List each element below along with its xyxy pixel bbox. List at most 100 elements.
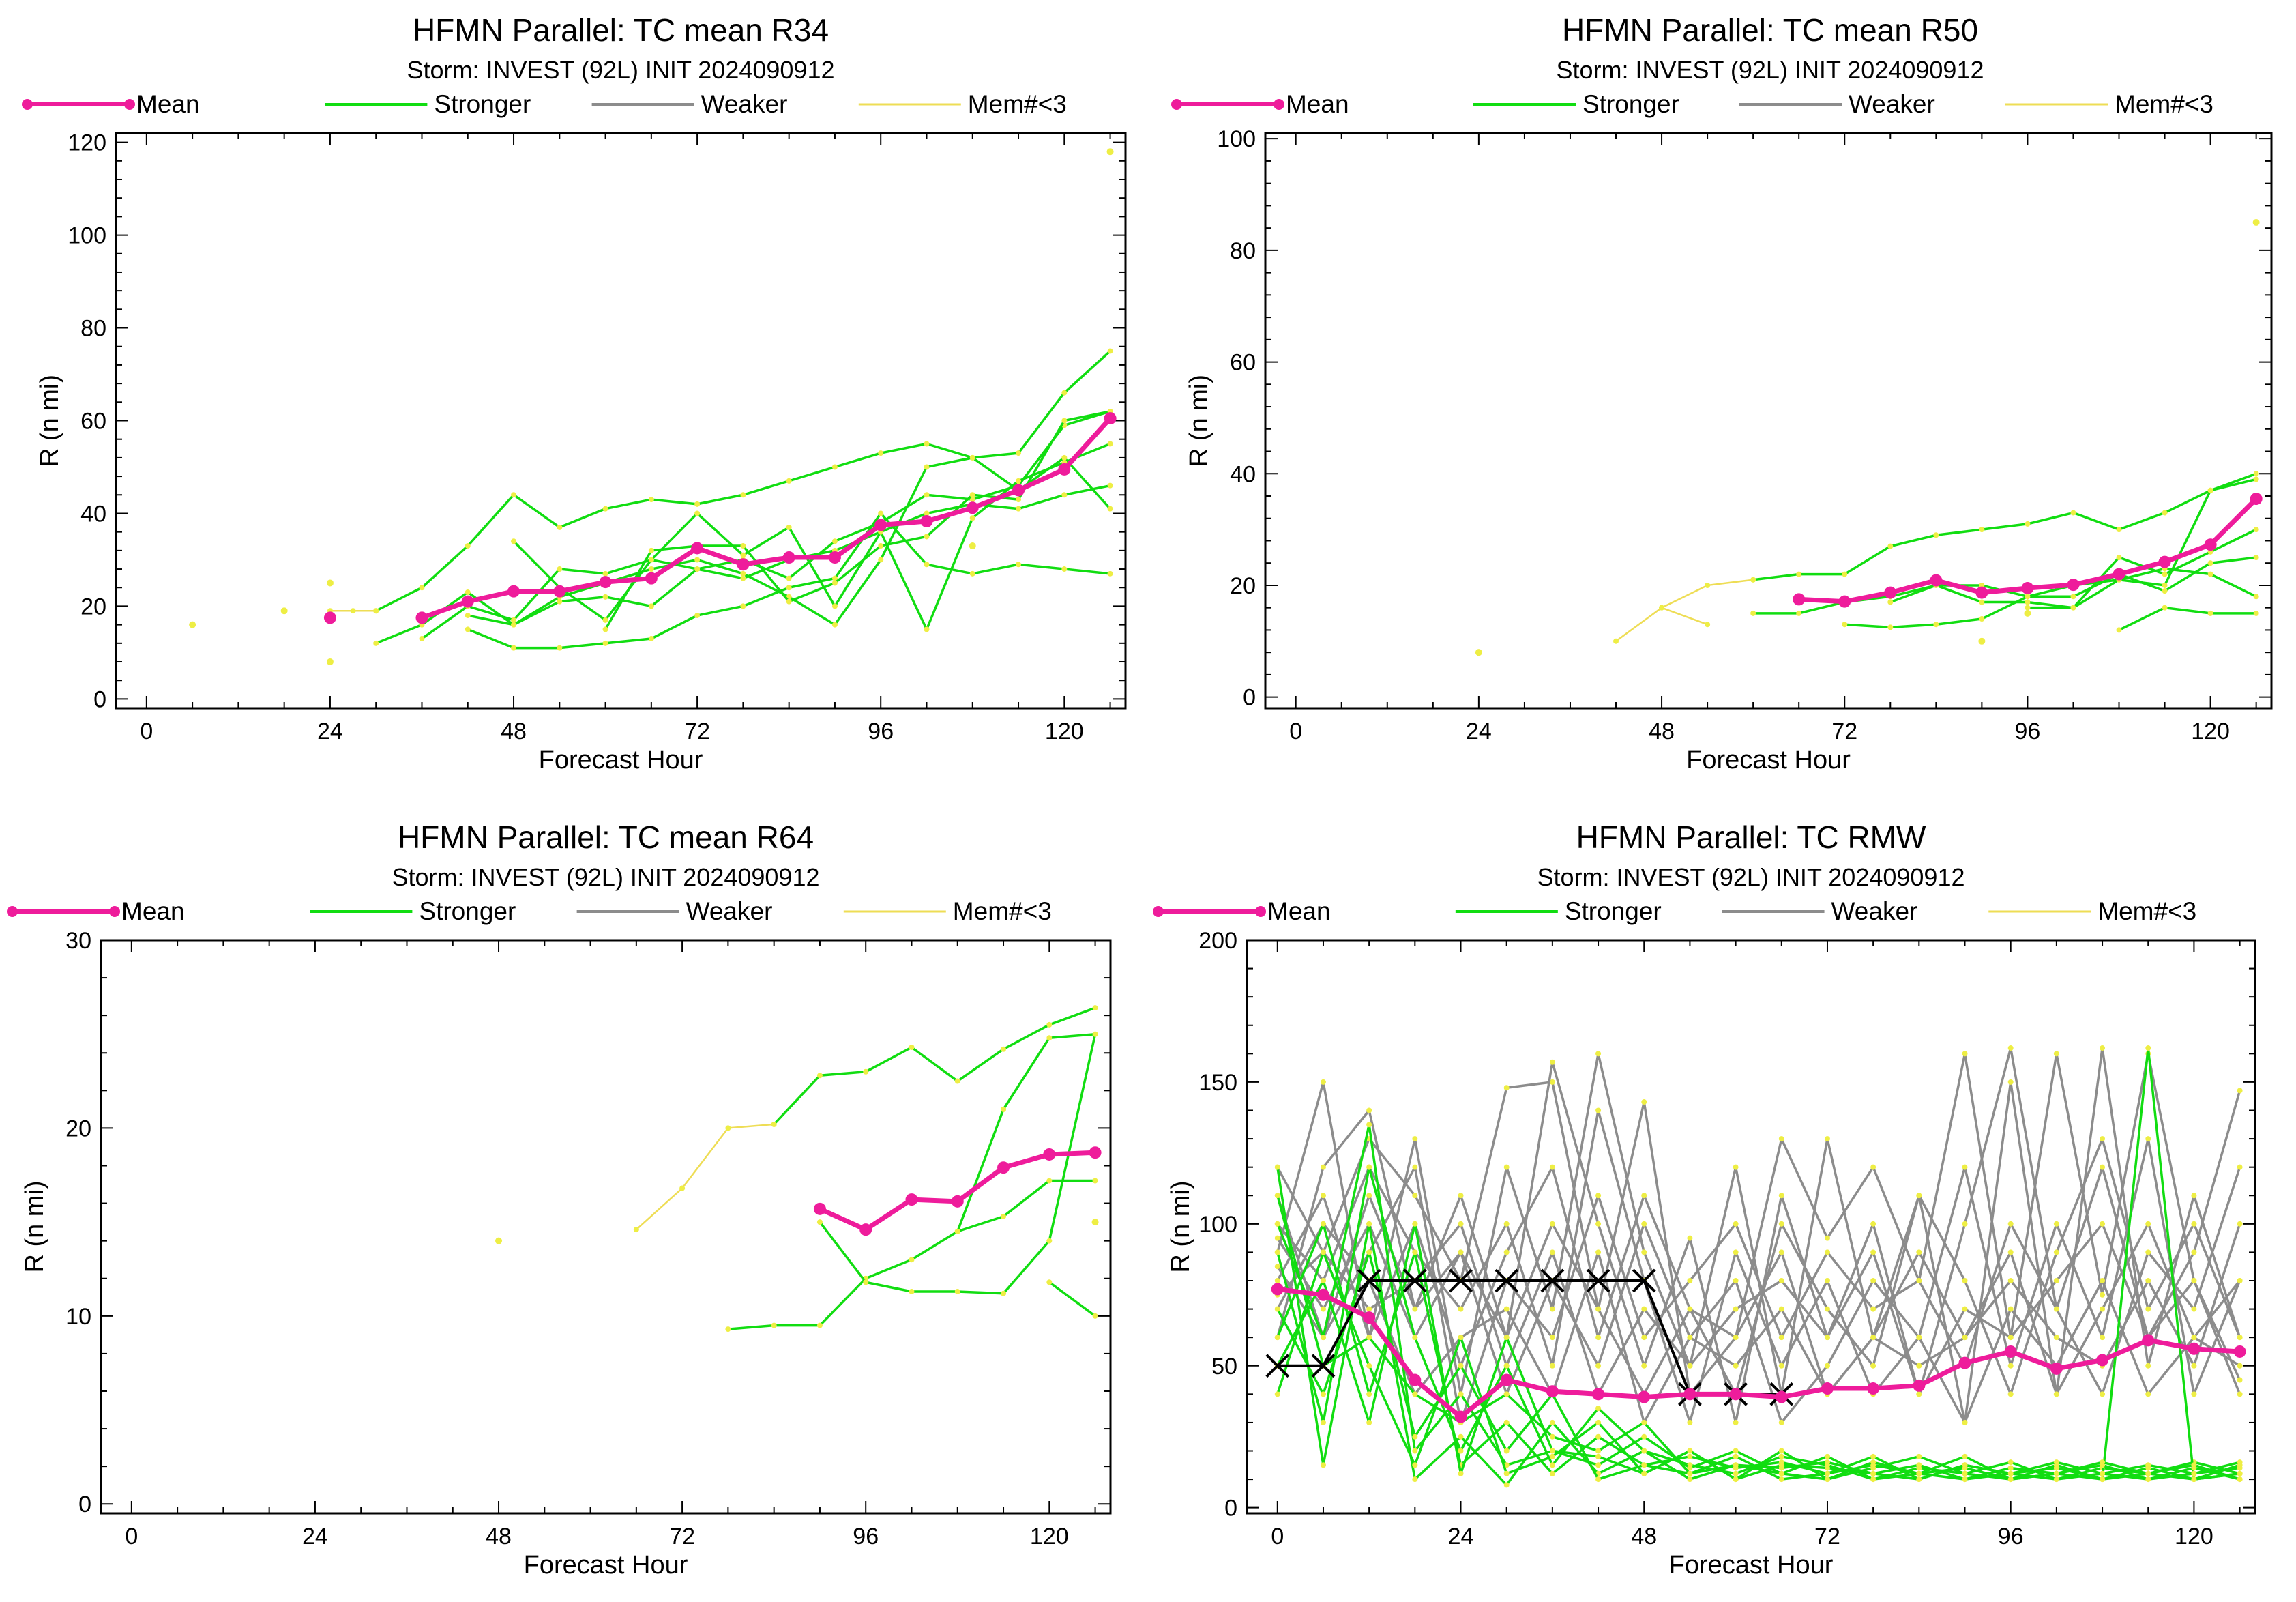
member-point [1796,571,1802,577]
member-point [771,1121,777,1127]
member-point [1046,1021,1053,1028]
x-tick-label: 24 [302,1524,328,1549]
member-point [1503,1391,1510,1397]
member-point [2007,1249,2014,1255]
member-point [1687,1448,1693,1454]
member-point [2191,1249,2197,1255]
member-point [1274,1306,1280,1312]
member-point [1778,1465,1784,1471]
x-tick-label: 96 [1998,1524,2024,1549]
member-point [2100,1335,2106,1341]
legend-marker [1274,99,1284,110]
member-point [1778,1335,1784,1341]
legend-item-weaker: Weaker [1722,897,1917,925]
y-tick-label: 0 [1243,685,1256,711]
member-point [1549,1164,1555,1170]
member-point [1016,562,1022,568]
legend-marker [22,99,33,110]
member-point [1916,1335,1922,1341]
member-point [969,515,975,521]
member-point [1366,1122,1372,1128]
member-point [1641,1335,1647,1341]
member-point [1687,1235,1693,1241]
member-point [1962,1476,1968,1483]
member-point [2007,1465,2014,1471]
y-axis-label: R (n mi) [20,1180,49,1272]
member-point [1733,1221,1739,1227]
member-point [863,1068,869,1075]
member-point [863,1279,869,1285]
mean-point [2250,493,2263,506]
series-group [189,148,1117,666]
y-tick-label: 60 [80,409,106,435]
member-point [786,598,792,605]
member-point [1979,527,1985,533]
legend-item-stronger: Stronger [310,897,516,925]
x-tick-label: 0 [1271,1524,1284,1549]
x-tick-label: 24 [317,718,343,744]
member-point [1979,616,1985,622]
legend-item-stronger: Stronger [325,90,531,118]
member-point [1595,1363,1602,1369]
member-point [373,608,379,614]
member-point [878,557,884,563]
member-point [786,524,792,530]
member-point [2253,594,2259,600]
mean-point [951,1195,964,1208]
member-point [326,579,334,587]
member-point [2191,1278,2197,1284]
member-point [1274,1235,1280,1241]
y-tick-label: 80 [80,316,106,342]
mean-point [2158,555,2171,568]
member-point [2100,1470,2106,1476]
series-line-mean [1277,1287,2240,1420]
member-point [1778,1459,1784,1466]
member-point [969,497,975,503]
member-point [1107,570,1113,577]
member-point [1824,1249,1830,1255]
member-point [1274,1391,1280,1397]
member-point [2053,1470,2059,1476]
y-tick-label: 150 [1198,1070,1237,1096]
member-point [2100,1292,2106,1298]
member-point [969,454,975,461]
member-point [1366,1164,1372,1170]
member-point [1503,1306,1510,1312]
legend-marker [1153,906,1164,917]
legend-label-stronger: Stronger [419,897,516,925]
member-point [1962,1419,1968,1425]
y-tick-label: 200 [1198,928,1237,954]
member-point [2253,471,2259,477]
member-point [2253,610,2259,616]
member-point [602,570,608,577]
member-point [557,645,563,651]
member-point [1916,1462,1922,1468]
member-point [1750,577,1756,583]
member-point [2025,594,2031,600]
member-point [2007,1079,2014,1085]
member-point [1061,418,1068,424]
mean-point [813,1202,826,1215]
member-point [1458,1448,1464,1454]
member-point [1796,610,1802,616]
member-point [419,636,425,642]
member-point [924,626,930,632]
mean-point [691,542,704,555]
legend-label-weaker: Weaker [1849,90,1935,118]
member-point [1046,1178,1053,1184]
member-point [1458,1249,1464,1255]
member-point [924,534,930,540]
mean-point [507,585,520,598]
member-point [2145,1391,2151,1397]
legend-label-weaker: Weaker [686,897,773,925]
member-point [511,622,517,628]
member-point [1549,1453,1555,1459]
x-axis-label: Forecast Hour [1669,1551,1834,1579]
member-point [2053,1051,2059,1057]
mean-point [553,585,566,598]
member-point [1870,1453,1876,1459]
member-point [878,510,884,516]
member-point [1458,1470,1464,1476]
member-point [740,575,746,581]
